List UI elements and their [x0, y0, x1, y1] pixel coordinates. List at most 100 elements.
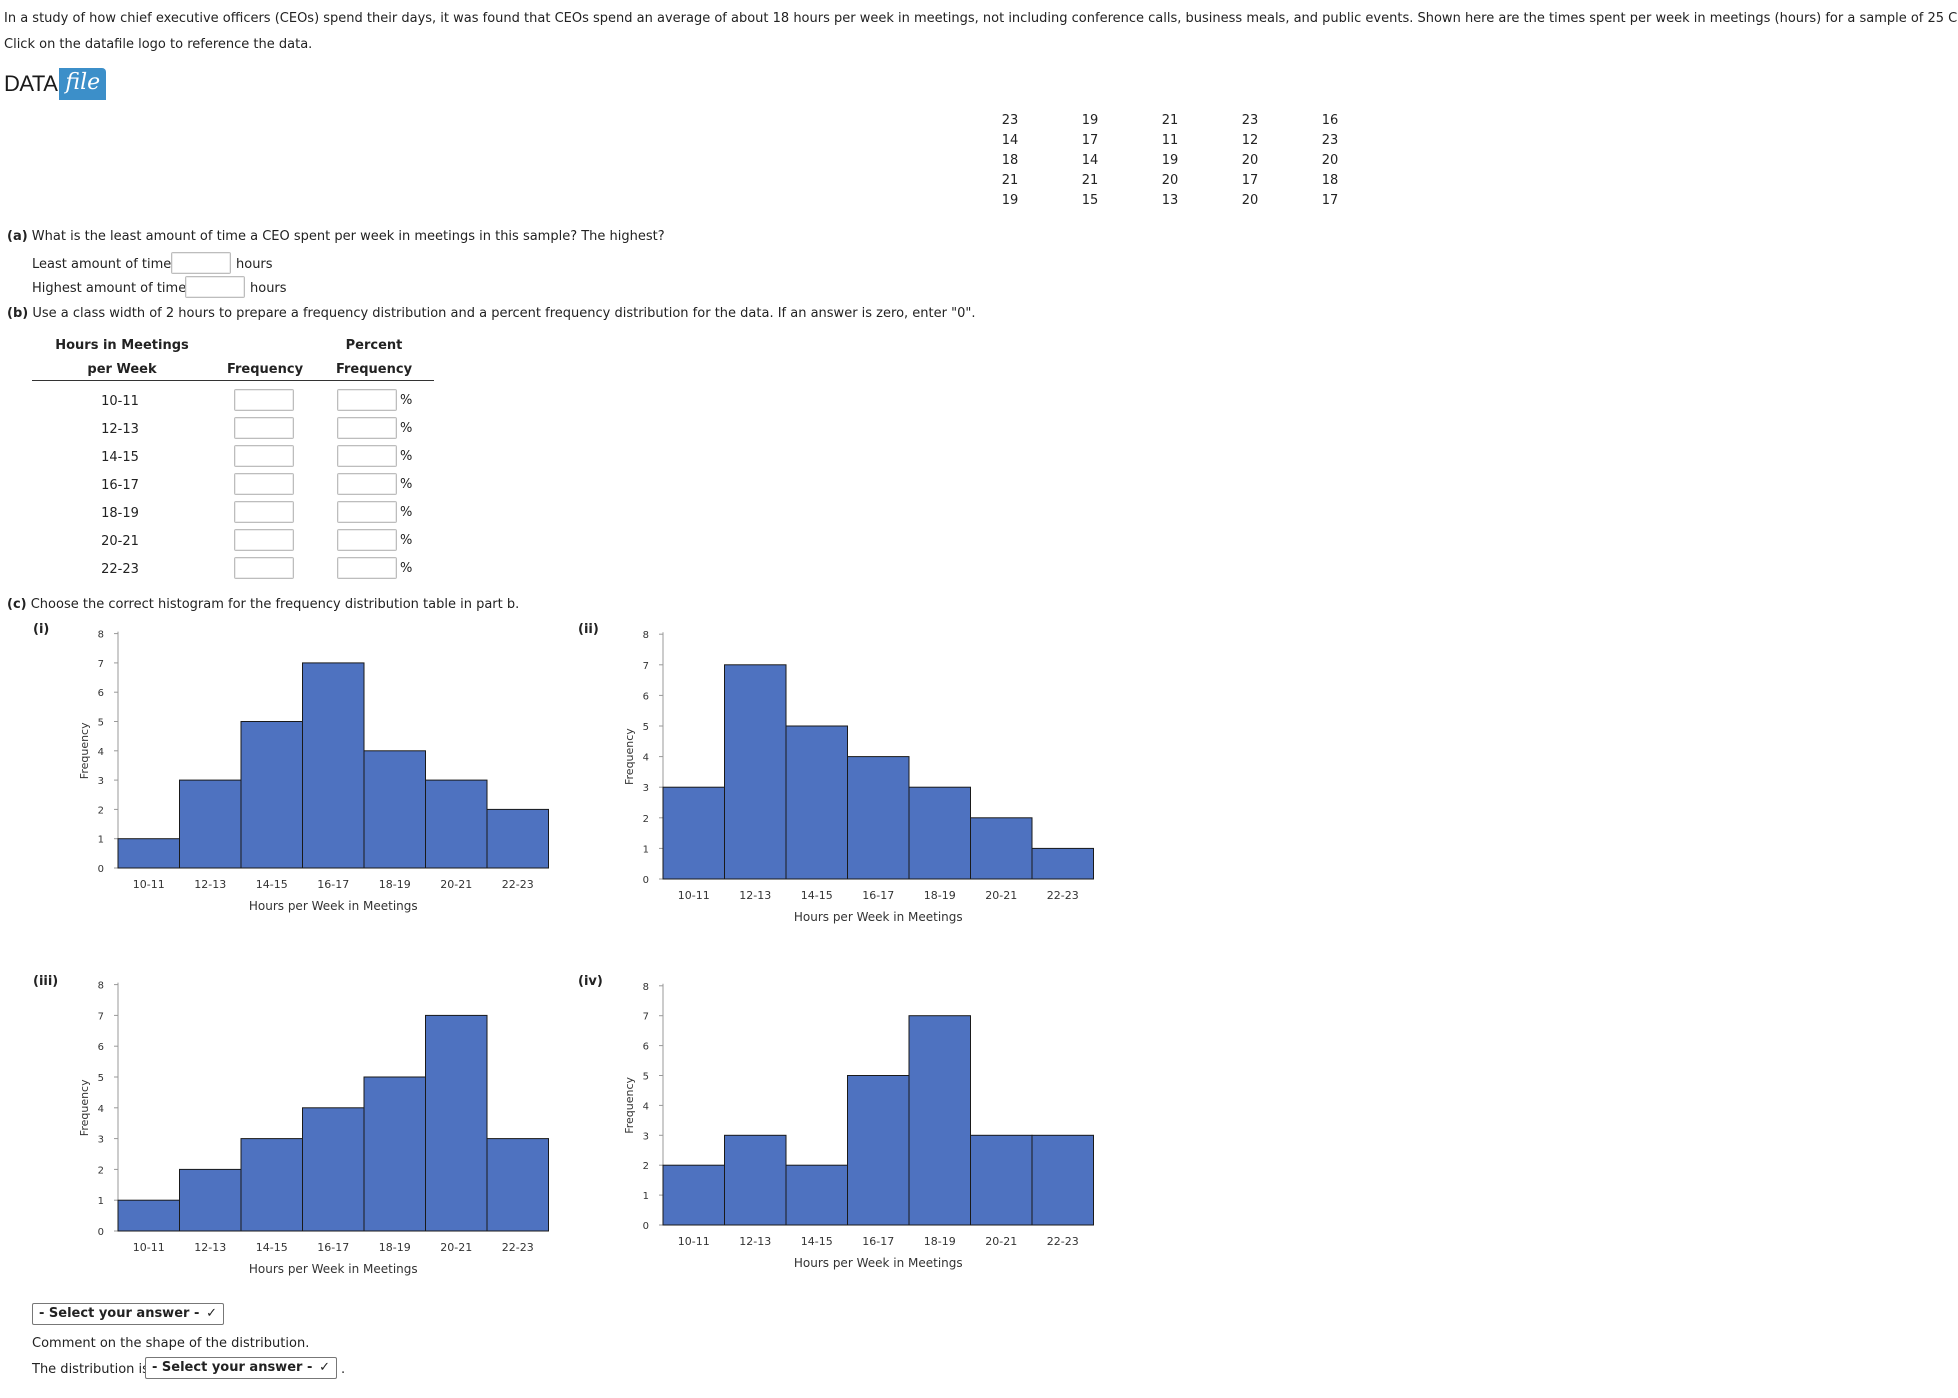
histogram-bar — [486, 808, 549, 869]
histogram-bar — [970, 1134, 1033, 1226]
y-tick-label: 2 — [643, 814, 649, 825]
percent-frequency-input[interactable] — [337, 557, 397, 579]
y-tick-label: 3 — [643, 783, 649, 794]
y-tick-label: 3 — [98, 776, 104, 787]
x-axis-label: Hours per Week in Meetings — [794, 1256, 963, 1270]
x-tick-label: 12-13 — [739, 889, 771, 902]
frequency-input[interactable] — [234, 389, 294, 411]
frequency-input[interactable] — [234, 445, 294, 467]
histogram-bar — [724, 1134, 787, 1226]
y-tick-label: 6 — [643, 691, 649, 702]
percent-symbol: % — [400, 477, 413, 492]
x-tick-label: 22-23 — [502, 878, 534, 891]
histogram-bar — [1031, 847, 1094, 880]
y-tick-label: 7 — [643, 1012, 649, 1023]
data-cell: 14 — [1001, 133, 1019, 148]
y-tick-label: 3 — [643, 1131, 649, 1142]
y-axis-label: Frequency — [78, 722, 91, 779]
part-a-question: (a) What is the least amount of time a C… — [7, 229, 665, 244]
highest-time-unit: hours — [250, 281, 287, 296]
histogram-bar — [785, 1164, 848, 1226]
frequency-input[interactable] — [234, 473, 294, 495]
percent-frequency-input[interactable] — [337, 501, 397, 523]
percent-frequency-input[interactable] — [337, 473, 397, 495]
y-tick-label: 2 — [98, 805, 104, 816]
x-tick-label: 16-17 — [317, 1241, 349, 1254]
data-cell: 20 — [1241, 153, 1259, 168]
data-cell: 21 — [1161, 113, 1179, 128]
x-tick-label: 22-23 — [1047, 1235, 1079, 1248]
histogram-bar — [662, 1164, 725, 1226]
x-tick-label: 10-11 — [678, 1235, 710, 1248]
data-cell: 19 — [1161, 153, 1179, 168]
y-tick-label: 1 — [643, 1191, 649, 1202]
histogram-ii: 0 1 2 3 4 5 6 7 8 Frequency 10-11 12-13 14-15 16-17 18… — [623, 630, 1094, 924]
y-tick-label: 0 — [98, 1227, 104, 1238]
percent-frequency-input[interactable] — [337, 445, 397, 467]
distribution-shape-select[interactable]: - Select your answer - ✓ — [145, 1357, 337, 1379]
y-tick-label: 8 — [643, 982, 649, 993]
header-frequency: Frequency — [226, 362, 304, 377]
frequency-input[interactable] — [234, 417, 294, 439]
percent-frequency-input[interactable] — [337, 529, 397, 551]
percent-symbol: % — [400, 449, 413, 464]
histogram-iv: 0 1 2 3 4 5 6 7 8 Frequency 10-11 12-13 14-15 16-17 18… — [623, 982, 1094, 1270]
data-cell: 20 — [1321, 153, 1339, 168]
part-c-question: (c) Choose the correct histogram for the… — [7, 597, 519, 612]
logo-data-text: DATA — [4, 71, 58, 96]
y-tick-label: 1 — [98, 835, 104, 846]
datafile-logo[interactable]: DATA file — [4, 68, 107, 100]
percent-symbol: % — [400, 393, 413, 408]
histogram-bar — [240, 721, 303, 869]
data-cell: 18 — [1321, 173, 1339, 188]
histogram-bar — [179, 779, 242, 869]
y-tick-label: 6 — [98, 688, 104, 699]
percent-symbol: % — [400, 561, 413, 576]
y-tick-label: 4 — [643, 753, 649, 764]
histogram-bar — [847, 756, 910, 880]
data-cell: 15 — [1081, 193, 1099, 208]
histogram-bar — [908, 786, 971, 880]
header-percent-line1: Percent — [345, 338, 403, 353]
y-tick-label: 3 — [98, 1135, 104, 1146]
histogram-label-iv: (iv) — [578, 974, 603, 989]
percent-frequency-input[interactable] — [337, 417, 397, 439]
frequency-input[interactable] — [234, 557, 294, 579]
class-label: 20-21 — [101, 534, 139, 549]
histogram-bar — [847, 1075, 910, 1226]
part-b-text: Use a class width of 2 hours to prepare … — [28, 306, 976, 321]
class-label: 16-17 — [101, 478, 139, 493]
x-tick-label: 14-15 — [801, 1235, 833, 1248]
frequency-input[interactable] — [234, 529, 294, 551]
data-cell: 11 — [1161, 133, 1179, 148]
y-tick-label: 7 — [98, 659, 104, 670]
data-cell: 23 — [1321, 133, 1339, 148]
highest-time-input[interactable] — [185, 276, 245, 298]
class-label: 14-15 — [101, 450, 139, 465]
data-cell: 20 — [1161, 173, 1179, 188]
class-label: 10-11 — [101, 394, 139, 409]
x-tick-label: 14-15 — [801, 889, 833, 902]
histogram-bar — [117, 838, 180, 869]
x-tick-label: 12-13 — [194, 1241, 226, 1254]
y-axis-label: Frequency — [623, 728, 636, 785]
data-cell: 14 — [1081, 153, 1099, 168]
frequency-input[interactable] — [234, 501, 294, 523]
x-axis-label: Hours per Week in Meetings — [249, 899, 418, 913]
data-cell: 19 — [1081, 113, 1099, 128]
y-tick-label: 1 — [643, 844, 649, 855]
histogram-bar — [970, 817, 1033, 880]
logo-file-text: file — [59, 68, 107, 100]
class-label: 18-19 — [101, 506, 139, 521]
data-cell: 17 — [1321, 193, 1339, 208]
percent-frequency-input[interactable] — [337, 389, 397, 411]
header-percent-line2: Frequency — [335, 362, 413, 377]
highest-time-label: Highest amount of time: — [32, 281, 191, 296]
x-tick-label: 20-21 — [985, 889, 1017, 902]
distribution-shape-value: - Select your answer - — [152, 1360, 313, 1375]
histogram-answer-select[interactable]: - Select your answer - ✓ — [32, 1303, 224, 1325]
histogram-bar — [908, 1015, 971, 1226]
histogram-bar — [1031, 1134, 1094, 1226]
least-time-input[interactable] — [171, 252, 231, 274]
data-cell: 20 — [1241, 193, 1259, 208]
